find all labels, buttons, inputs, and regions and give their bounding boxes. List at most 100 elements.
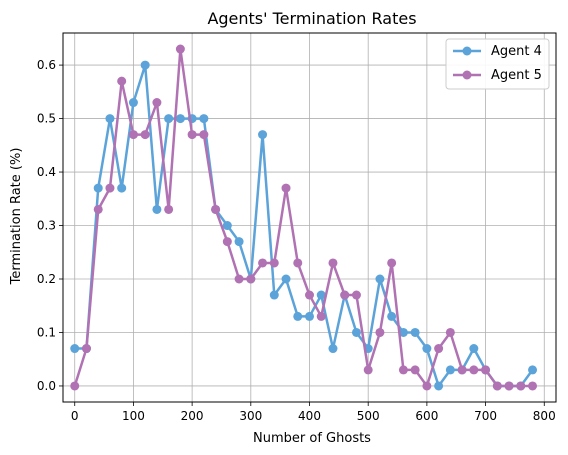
series-line-agent-5 [73,47,533,388]
data-point-agent-5 [81,344,91,354]
data-point-agent-5 [211,204,221,214]
data-point-agent-4 [281,274,291,284]
data-point-agent-5 [222,237,232,247]
x-tick-label: 100 [122,409,145,423]
data-point-agent-4 [422,344,432,354]
data-point-agent-5 [528,381,538,391]
x-axis-label: Number of Ghosts [253,431,371,446]
data-point-agent-4 [351,327,361,337]
data-point-agent-4 [93,183,103,193]
data-point-agent-4 [305,311,314,321]
data-point-agent-5 [516,381,526,391]
chart-title: Agents' Termination Rates [207,9,416,28]
x-tick-label: 700 [474,409,497,423]
data-point-agent-5 [457,365,467,375]
data-point-agent-5 [140,130,150,140]
data-point-agent-5 [187,130,197,140]
data-point-agent-5 [363,365,373,375]
data-point-agent-4 [269,290,279,300]
data-point-agent-4 [258,130,268,140]
data-point-agent-4 [469,344,479,354]
y-tick-label: 0.5 [37,112,56,126]
data-point-agent-4 [316,290,326,300]
x-tick-label: 300 [239,409,262,423]
y-axis-label: Termination Rate (%) [9,148,24,286]
legend-label-agent-5: Agent 5 [491,68,542,83]
data-point-agent-4 [410,327,420,337]
x-tick-label: 800 [533,409,556,423]
legend-marker-agent-5 [462,70,472,80]
data-point-agent-4 [152,204,162,214]
data-point-agent-4 [117,183,127,193]
data-point-agent-5 [293,258,303,268]
x-tick-label: 0 [71,409,79,423]
y-tick-label: 0.2 [37,272,56,286]
data-point-agent-5 [164,204,174,214]
y-tick-label: 0.1 [37,325,56,339]
data-point-agent-4 [387,311,397,321]
data-point-agent-4 [70,344,80,354]
data-point-agent-5 [246,274,256,284]
legend: Agent 4 Agent 5 [445,38,550,90]
data-point-agent-5 [117,76,127,86]
data-point-agent-5 [128,130,138,140]
y-axis-ticks: 0.0 0.1 0.2 0.3 0.4 0.5 0.6 [37,58,63,393]
y-tick-label: 0.0 [37,379,56,393]
y-tick-label: 0.4 [37,165,56,179]
data-point-agent-5 [351,290,361,300]
data-point-agent-4 [293,311,303,321]
x-tick-label: 200 [181,409,204,423]
series-agent-5 [70,44,538,391]
data-point-agent-4 [128,98,138,108]
data-point-agent-5 [422,381,432,391]
data-point-agent-4 [328,344,338,354]
data-point-agent-4 [234,237,244,247]
series-layer [70,44,538,391]
data-point-agent-5 [410,365,420,375]
data-point-agent-5 [504,381,514,391]
data-point-agent-4 [445,365,455,375]
x-tick-label: 400 [298,409,321,423]
series-line-agent-4 [74,63,534,388]
data-point-agent-5 [175,44,185,54]
data-point-agent-5 [281,183,291,193]
data-point-agent-5 [93,204,103,214]
legend-marker-agent-4 [462,46,472,56]
x-tick-label: 500 [357,409,380,423]
data-point-agent-5 [434,344,444,354]
data-point-agent-5 [152,98,162,108]
data-point-agent-5 [199,130,209,140]
data-point-agent-5 [492,381,502,391]
y-tick-label: 0.3 [37,219,56,233]
y-tick-label: 0.6 [37,58,56,72]
legend-label-agent-4: Agent 4 [491,44,542,59]
data-point-agent-4 [375,274,385,284]
data-point-agent-5 [375,327,385,337]
data-point-agent-5 [105,183,115,193]
data-point-agent-5 [328,258,338,268]
data-point-agent-5 [305,290,314,300]
data-point-agent-4 [222,221,232,231]
data-point-agent-5 [269,258,279,268]
data-point-agent-5 [469,365,479,375]
x-axis-ticks: 0 100 200 300 400 500 600 700 800 [71,402,556,423]
data-point-agent-5 [234,274,244,284]
data-point-agent-4 [140,60,150,70]
data-point-agent-4 [105,114,115,124]
data-point-agent-5 [70,381,80,391]
data-point-agent-5 [481,365,491,375]
data-point-agent-4 [199,114,209,124]
data-point-agent-4 [434,381,444,391]
grid-lines [63,33,556,402]
data-point-agent-4 [164,114,174,124]
data-point-agent-4 [528,365,538,375]
x-tick-label: 600 [415,409,438,423]
data-point-agent-5 [316,311,326,321]
data-point-agent-5 [258,258,268,268]
data-point-agent-5 [398,365,408,375]
data-point-agent-5 [387,258,397,268]
data-point-agent-4 [175,114,185,124]
data-point-agent-4 [398,327,408,337]
data-point-agent-5 [340,290,350,300]
